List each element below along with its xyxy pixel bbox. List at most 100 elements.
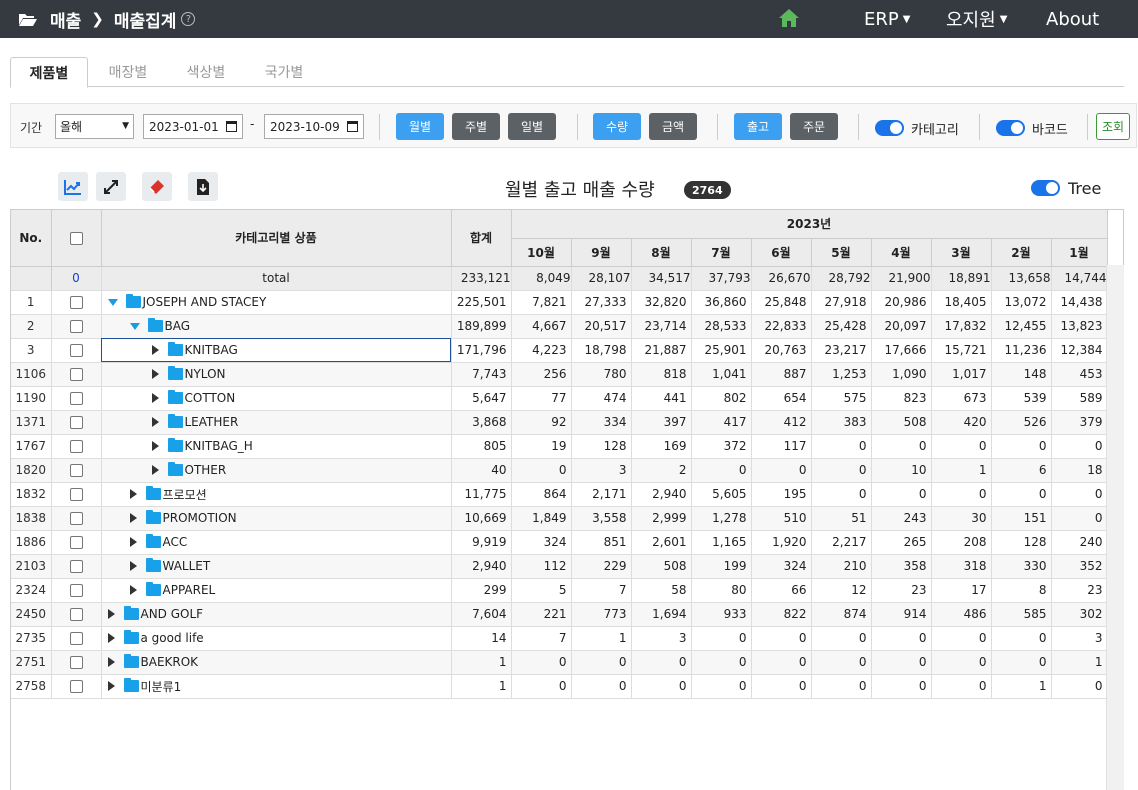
table-row[interactable]: 1838 PROMOTION 10,669 1,849 3,558 2,999 1,278 5… (11, 506, 1108, 531)
tab-by-country[interactable]: 국가별 (264, 65, 304, 81)
table-row[interactable]: 2758 미분류1 1 0 0 0 0 0 0 0 0 1 0 (11, 674, 1108, 699)
row-name-cell[interactable]: WALLET (101, 554, 452, 579)
col-header-month[interactable]: 1월 (1051, 238, 1108, 267)
row-name-cell[interactable]: AND GOLF (101, 602, 452, 627)
row-checkbox[interactable] (69, 368, 83, 381)
col-header-sum[interactable]: 합계 (451, 210, 512, 267)
row-select-cell[interactable] (51, 290, 102, 315)
row-name-cell[interactable]: BAG (101, 314, 452, 339)
tab-by-product[interactable]: 제품별 (10, 57, 88, 88)
table-row[interactable]: 1820 OTHER 40 0 3 2 0 0 0 10 1 6 18 (11, 458, 1108, 483)
period-select[interactable]: 올해 ▼ (55, 114, 134, 139)
caret-right-icon[interactable] (107, 657, 115, 667)
row-select-cell[interactable] (51, 650, 102, 675)
row-checkbox[interactable] (69, 344, 83, 357)
row-checkbox[interactable] (69, 464, 83, 477)
row-name-cell[interactable]: COTTON (101, 386, 452, 411)
row-checkbox[interactable] (69, 416, 83, 429)
tab-by-store[interactable]: 매장별 (108, 65, 148, 81)
table-row[interactable]: 2103 WALLET 2,940 112 229 508 199 324 210 358 318 3… (11, 554, 1108, 579)
col-header-month[interactable]: 10월 (511, 238, 572, 267)
col-header-month[interactable]: 9월 (571, 238, 632, 267)
table-row[interactable]: 1832 프로모션 11,775 864 2,171 2,940 5,605 195 0 0 0 0 0 (11, 482, 1108, 507)
caret-right-icon[interactable] (151, 441, 159, 451)
row-name-cell[interactable]: APPAREL (101, 578, 452, 603)
row-checkbox[interactable] (69, 488, 83, 501)
date-to-input[interactable]: 2023-10-09 (264, 114, 364, 139)
clear-button[interactable] (142, 172, 172, 201)
col-header-month[interactable]: 3월 (931, 238, 992, 267)
row-name-cell[interactable]: ACC (101, 530, 452, 555)
row-select-cell[interactable] (51, 578, 102, 603)
table-row[interactable]: 1106 NYLON 7,743 256 780 818 1,041 887 1,253 1,09… (11, 362, 1108, 387)
tree-toggle[interactable] (1031, 180, 1060, 196)
shipment-button[interactable]: 출고 (734, 113, 782, 140)
row-select-cell[interactable] (51, 506, 102, 531)
date-from-input[interactable]: 2023-01-01 (143, 114, 243, 139)
row-select-cell[interactable] (51, 362, 102, 387)
caret-right-icon[interactable] (107, 633, 115, 643)
table-row[interactable]: 2 BAG 189,899 4,667 20,517 23,714 28,533 22,833… (11, 314, 1108, 339)
row-checkbox[interactable] (69, 296, 83, 309)
category-toggle[interactable] (875, 120, 904, 136)
table-row[interactable]: 1767 KNITBAG_H 805 19 128 169 372 117 0 0 0 0 0 (11, 434, 1108, 459)
row-checkbox[interactable] (69, 632, 83, 645)
row-name-cell[interactable]: PROMOTION (101, 506, 452, 531)
row-checkbox[interactable] (69, 512, 83, 525)
row-select-cell[interactable] (51, 314, 102, 339)
erp-menu[interactable]: ERP ▼ (864, 0, 910, 38)
caret-right-icon[interactable] (129, 537, 137, 547)
select-all-checkbox[interactable] (69, 231, 83, 245)
col-header-name[interactable]: 카테고리별 상품 (101, 210, 452, 267)
calendar-icon[interactable] (347, 121, 358, 132)
row-name-cell[interactable]: NYLON (101, 362, 452, 387)
row-name-cell[interactable]: OTHER (101, 458, 452, 483)
row-select-cell[interactable] (51, 338, 102, 363)
row-select-cell[interactable] (51, 410, 102, 435)
row-name-cell[interactable]: BAEKROK (101, 650, 452, 675)
col-header-select-all[interactable] (51, 210, 102, 267)
row-name-cell[interactable]: 프로모션 (101, 482, 452, 507)
col-header-month[interactable]: 5월 (811, 238, 872, 267)
row-select-cell[interactable] (51, 386, 102, 411)
order-button[interactable]: 주문 (790, 113, 838, 140)
amount-button[interactable]: 금액 (649, 113, 697, 140)
tab-by-color[interactable]: 색상별 (186, 65, 226, 81)
row-name-cell[interactable]: KNITBAG (101, 338, 452, 363)
search-button[interactable]: 조회 (1096, 113, 1130, 140)
table-row[interactable]: 1371 LEATHER 3,868 92 334 397 417 412 383 508 420 5… (11, 410, 1108, 435)
col-header-month[interactable]: 8월 (631, 238, 692, 267)
table-row[interactable]: 2450 AND GOLF 7,604 221 773 1,694 933 822 874 914… (11, 602, 1108, 627)
caret-right-icon[interactable] (151, 393, 159, 403)
row-checkbox[interactable] (69, 440, 83, 453)
expand-button[interactable] (96, 172, 126, 201)
row-name-cell[interactable]: 미분류1 (101, 674, 452, 699)
row-name-cell[interactable]: KNITBAG_H (101, 434, 452, 459)
row-checkbox[interactable] (69, 680, 83, 693)
table-row[interactable]: 2751 BAEKROK 1 0 0 0 0 0 0 0 0 0 1 (11, 650, 1108, 675)
caret-down-icon[interactable] (107, 298, 118, 306)
row-select-cell[interactable] (51, 458, 102, 483)
row-name-cell[interactable]: a good life (101, 626, 452, 651)
caret-down-icon[interactable] (129, 322, 140, 330)
table-row[interactable]: 2324 APPAREL 299 5 7 58 80 66 12 23 17 8 23 (11, 578, 1108, 603)
caret-right-icon[interactable] (151, 417, 159, 427)
caret-right-icon[interactable] (129, 513, 137, 523)
caret-right-icon[interactable] (107, 609, 115, 619)
row-select-cell[interactable] (51, 626, 102, 651)
download-button[interactable] (188, 172, 218, 201)
calendar-icon[interactable] (226, 121, 237, 132)
row-select-cell[interactable] (51, 554, 102, 579)
breadcrumb-sales[interactable]: 매출 (50, 11, 82, 32)
weekly-button[interactable]: 주별 (452, 113, 500, 140)
daily-button[interactable]: 일별 (508, 113, 556, 140)
caret-right-icon[interactable] (151, 345, 159, 355)
row-select-cell[interactable] (51, 674, 102, 699)
row-checkbox[interactable] (69, 608, 83, 621)
row-checkbox[interactable] (69, 656, 83, 669)
row-select-cell[interactable] (51, 530, 102, 555)
row-select-cell[interactable] (51, 434, 102, 459)
col-header-month[interactable]: 6월 (751, 238, 812, 267)
barcode-toggle[interactable] (996, 120, 1025, 136)
table-row[interactable]: 1 JOSEPH AND STACEY 225,501 7,821 27,333 32,8… (11, 290, 1108, 315)
